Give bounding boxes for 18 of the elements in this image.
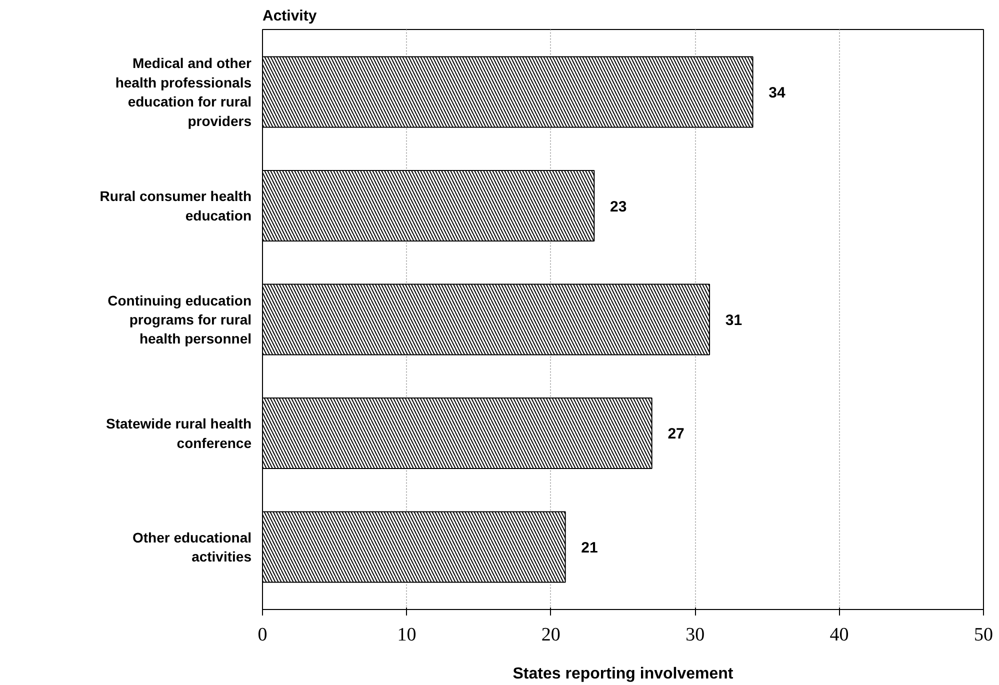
x-axis-title: States reporting involvement <box>512 666 734 682</box>
data-label: 27 <box>668 426 684 443</box>
y-tick-label: Continuing education programs for rural health personnel <box>108 292 252 347</box>
x-tick-label: 10 <box>397 624 416 646</box>
y-tick-label: Medical and other health professionals education for rural providers <box>115 55 252 129</box>
x-tick-label: 30 <box>686 624 705 646</box>
data-label: 34 <box>768 84 786 102</box>
y-tick-label: Other educational activities <box>132 529 252 565</box>
y-tick-label: Rural consumer health education <box>100 188 252 224</box>
data-label: 23 <box>610 198 627 216</box>
x-tick-label: 50 <box>974 624 993 646</box>
data-label: 21 <box>581 539 598 556</box>
x-tick-label: 40 <box>830 624 849 646</box>
y-axis-title: Activity <box>262 8 318 24</box>
x-tick-label: 0 <box>258 624 268 646</box>
x-tick-label: 20 <box>541 624 560 646</box>
data-label: 31 <box>725 312 742 329</box>
y-tick-label: Statewide rural health conference <box>106 416 252 451</box>
